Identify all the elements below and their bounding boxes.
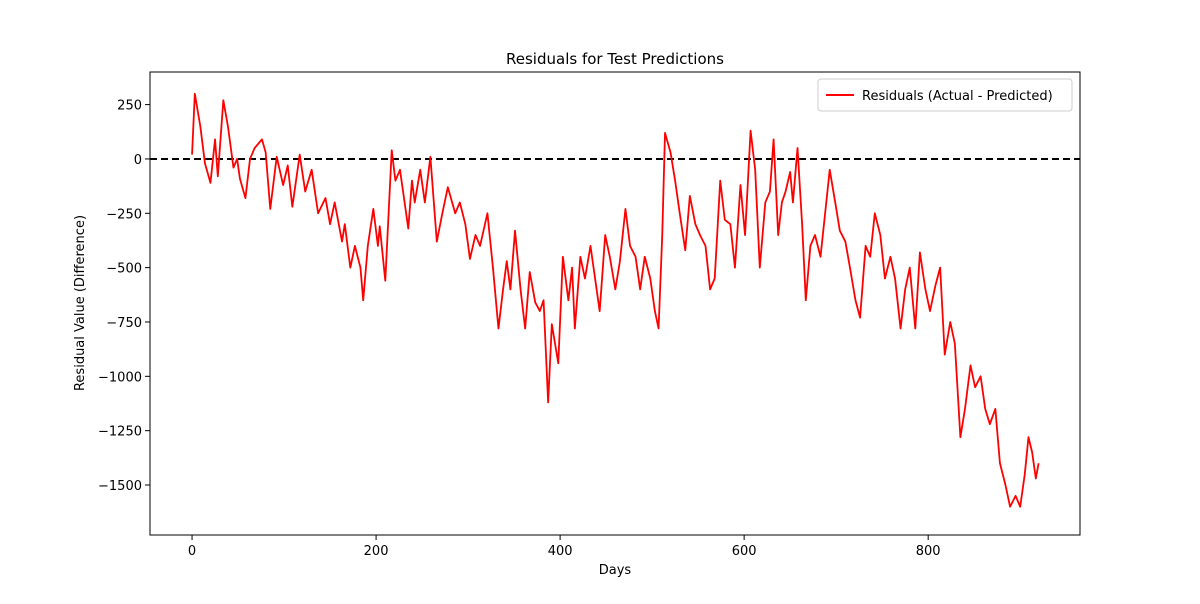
y-tick-label: 0: [134, 153, 142, 168]
chart-title: Residuals for Test Predictions: [506, 50, 724, 68]
y-tick-label: −500: [106, 262, 142, 277]
y-tick-label: −1250: [98, 425, 142, 440]
plot-frame: [149, 71, 1081, 536]
x-tick-label: 200: [364, 544, 389, 559]
x-axis-label: Days: [599, 563, 632, 578]
y-tick-label: −1000: [98, 370, 142, 385]
x-tick-label: 0: [188, 544, 196, 559]
y-tick-label: −750: [106, 316, 142, 331]
legend-box: [817, 78, 1073, 112]
x-tick-label: 800: [916, 544, 941, 559]
legend-label: Residuals (Actual - Predicted): [862, 89, 1053, 104]
y-tick-label: −250: [106, 207, 142, 222]
y-axis-label: Residual Value (Difference): [73, 215, 88, 391]
y-tick-label: 250: [117, 99, 142, 114]
x-tick-label: 400: [548, 544, 573, 559]
x-tick-label: 600: [732, 544, 757, 559]
y-tick-label: −1500: [98, 479, 142, 494]
data-line: [191, 92, 1040, 508]
